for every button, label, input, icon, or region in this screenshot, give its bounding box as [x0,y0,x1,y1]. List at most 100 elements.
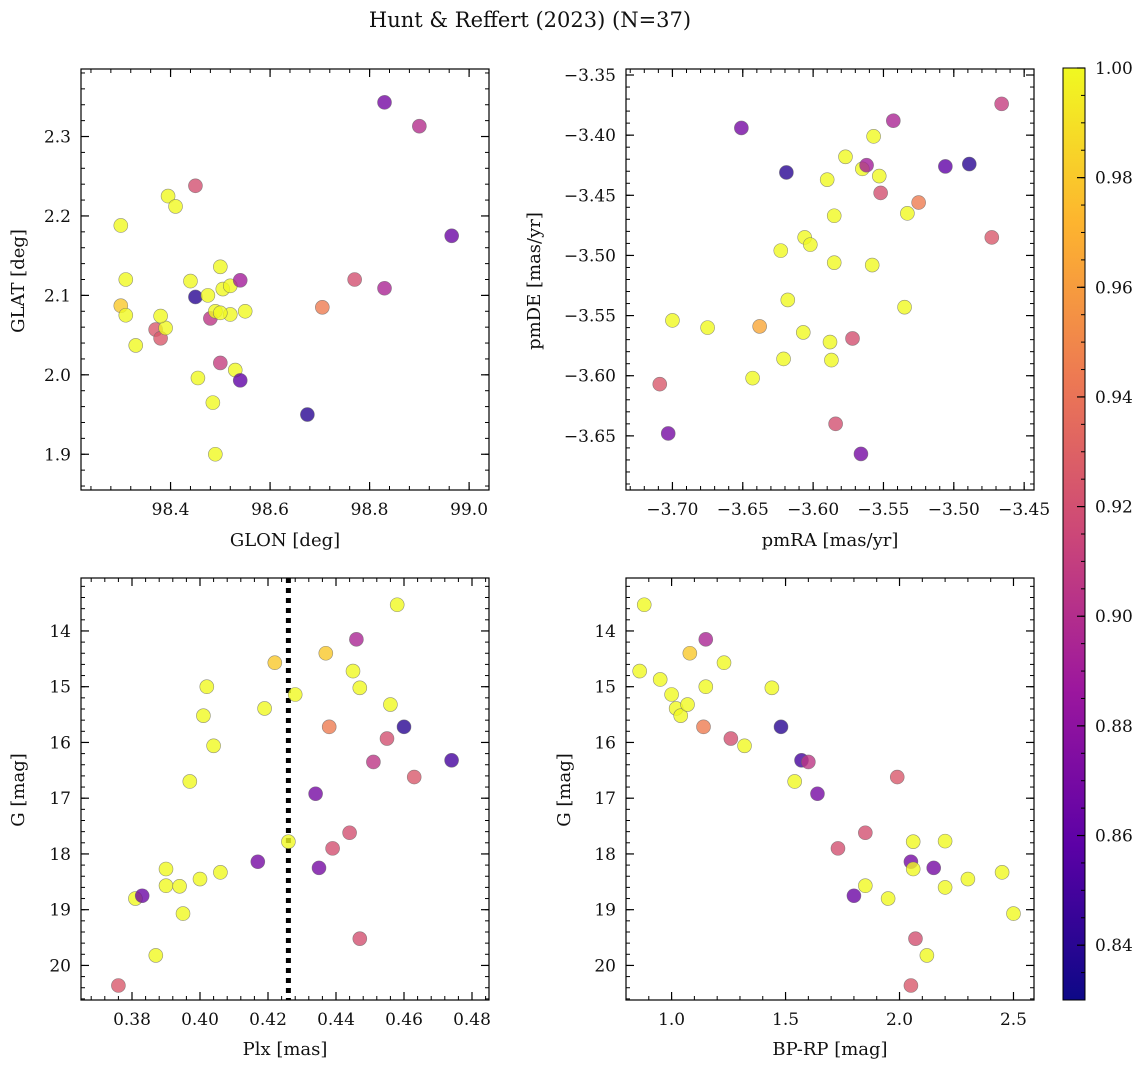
x-axis-label: Plx [mas] [243,1039,328,1060]
panel-plx-g: Plx [mas] G [mag] 0.38 0.40 0.42 0.44 0.46 0.… [8,577,491,1060]
data-point [773,719,789,735]
y-tick-label: 1.9 [44,445,71,465]
panel-bprp-g: BP-RP [mag] G [mag] 1.0 1.5 2.0 2.5 14 15 16 17… [554,577,1035,1060]
y-tick-label: −3.40 [564,126,616,146]
x-tick-label: 0.48 [453,1010,491,1030]
data-point [889,769,905,785]
data-point [858,825,873,841]
data-point [652,376,668,392]
data-points [652,96,1009,462]
data-point [632,663,647,679]
x-tick-label: 1.0 [658,1010,685,1030]
data-point [134,888,150,904]
y-tick-label: 15 [49,678,71,698]
y-tick-label: 2.1 [44,286,71,306]
y-tick-label: −3.35 [564,66,616,86]
data-point [118,307,134,323]
colorbar: 0.84 0.86 0.88 0.90 0.92 0.94 0.96 0.98 1.00 [1062,59,1133,1001]
x-tick-label: −3.50 [928,500,980,520]
data-point [819,172,835,187]
data-point [734,120,749,136]
data-point [168,199,183,214]
data-point [160,188,176,204]
axes-frame [80,68,490,491]
y-axis-label: pmDE [mas/yr] [524,212,545,350]
x-tick-label: 0.38 [113,1010,151,1030]
x-axis-label: BP-RP [mag] [772,1039,887,1060]
data-point [776,351,791,367]
data-point [682,645,698,661]
data-point [937,833,953,849]
data-point [205,395,221,410]
data-point [846,888,862,904]
y-tick-label: 16 [594,733,616,753]
y-tick-label: 20 [594,956,616,976]
data-point [858,878,873,894]
data-point [696,719,711,735]
data-point [250,854,266,870]
data-point [213,355,228,371]
x-axis-label: GLON [deg] [230,530,340,551]
data-point [444,752,459,768]
data-point [723,731,739,746]
data-point [680,697,695,712]
x-tick-label: −3.45 [998,500,1050,520]
x-tick-label: 2.0 [886,1010,913,1030]
x-tick-label: 98.6 [251,500,289,520]
data-point [158,878,174,894]
data-point [345,663,361,679]
data-point [886,113,901,129]
data-point [810,786,825,802]
y-tick-label: 19 [594,901,616,921]
colorbar-tick-label: 0.92 [1095,498,1133,518]
data-point [389,597,405,613]
data-point [377,280,392,296]
data-point [752,319,767,334]
data-point [660,426,676,441]
data-point [919,948,935,963]
data-point [188,289,203,305]
axes-frame [80,577,490,1001]
data-point [192,871,208,887]
data-point [206,738,221,754]
data-point [352,931,368,946]
data-point [188,178,203,194]
data-point [287,687,303,702]
data-point [281,834,296,849]
data-point [267,655,283,671]
data-point [779,165,794,180]
data-point [128,338,144,353]
data-point [822,334,838,350]
data-point [773,243,789,258]
x-tick-label: −3.70 [646,500,698,520]
y-tick-label: 20 [49,956,71,976]
data-point [352,680,368,696]
data-point [406,769,422,785]
data-point [111,978,126,993]
data-point [984,230,1000,245]
y-tick-label: 17 [49,789,71,809]
data-point [183,273,198,289]
data-point [926,860,942,876]
data-point [315,300,330,315]
data-point [196,708,211,723]
data-point [737,738,752,754]
data-point [900,206,915,221]
y-axis-label: G [mag] [554,753,575,826]
data-point [745,370,760,386]
data-point [1006,906,1021,921]
data-point [803,237,818,252]
data-point [795,325,811,340]
data-point [158,861,174,877]
data-point [826,255,842,270]
y-tick-label: 2.2 [44,207,71,227]
data-point [665,313,680,328]
data-point [300,407,315,422]
y-tick-label: −3.55 [564,307,616,327]
x-tick-label: 0.46 [385,1010,423,1030]
axes-frame [625,577,1035,1001]
y-tick-label: 14 [49,622,71,642]
data-point [311,860,327,876]
y-tick-label: 2.0 [44,366,71,386]
y-axis-label: G [mag] [8,753,29,826]
